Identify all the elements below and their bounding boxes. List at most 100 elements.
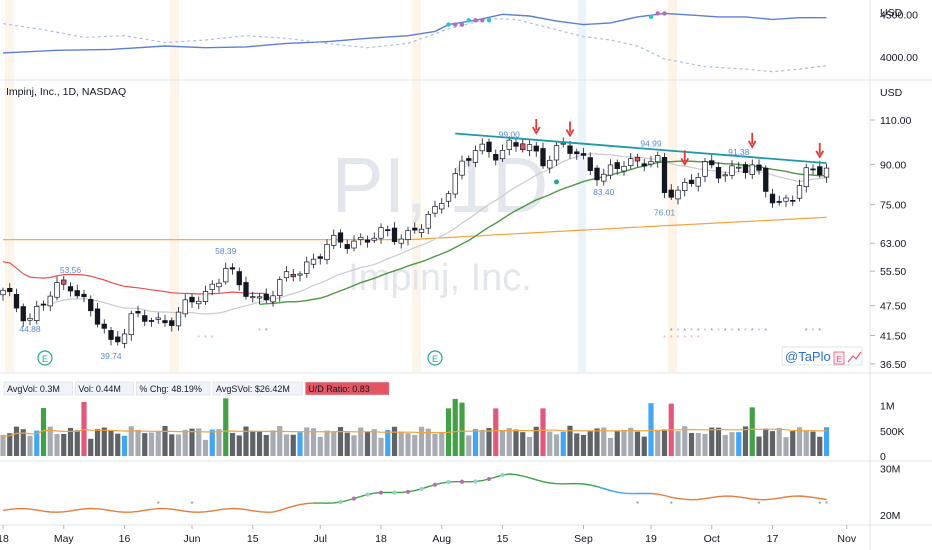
- volume-bar: [189, 428, 195, 456]
- candle-body: [499, 149, 506, 160]
- volume-bar: [756, 436, 762, 456]
- candle: [614, 159, 620, 175]
- signal-dot: *: [737, 328, 740, 335]
- earnings-marker-1[interactable]: E: [37, 350, 53, 366]
- candle: [398, 234, 404, 249]
- signal-dot: *: [710, 328, 713, 335]
- signal-dot: *: [758, 328, 761, 335]
- candle-body: [803, 167, 809, 187]
- volume-bar: [493, 408, 499, 456]
- candle-body: [817, 166, 823, 176]
- stat-text: % Chg: 48.19%: [139, 384, 202, 394]
- candle: [493, 149, 499, 166]
- candle-body: [297, 273, 303, 276]
- volume-bar: [283, 434, 290, 456]
- candle: [688, 174, 695, 187]
- candle-body: [121, 333, 128, 344]
- dollar-volume-star: *: [818, 500, 821, 509]
- candle: [634, 153, 641, 168]
- candle-body: [81, 293, 87, 298]
- index-dot: [486, 18, 492, 23]
- volume-bar: [263, 434, 269, 456]
- volume-bar: [270, 430, 276, 456]
- signal-dot: *: [204, 335, 207, 342]
- volume-bar: [472, 429, 479, 456]
- candle: [88, 295, 94, 317]
- volume-bar: [540, 408, 546, 456]
- signal-dot: *: [717, 328, 720, 335]
- price-annotation: 39.74: [100, 351, 122, 361]
- volume-bar: [580, 434, 587, 456]
- candle-body: [385, 229, 391, 232]
- volume-bars: [0, 398, 830, 456]
- index-dot: [466, 18, 471, 23]
- volume-bar: [810, 431, 816, 456]
- candle: [351, 235, 357, 252]
- volume-bar: [823, 427, 830, 456]
- watermark-symbol: PI, 1D: [332, 141, 549, 229]
- candle: [385, 225, 391, 237]
- candle-body: [337, 232, 344, 243]
- candle-body: [270, 295, 276, 303]
- volume-bar: [7, 433, 13, 456]
- candle-body: [27, 317, 33, 321]
- volume-bar: [769, 431, 776, 456]
- candle: [169, 317, 175, 332]
- candle: [250, 291, 256, 303]
- candle: [594, 165, 600, 186]
- candle: [412, 222, 418, 234]
- candle: [567, 140, 573, 159]
- price-tick-label: 36.50: [880, 359, 906, 371]
- svg-text:E: E: [432, 354, 438, 364]
- trendline: [455, 132, 827, 165]
- candle-body: [533, 145, 539, 152]
- x-tick-label: 18: [375, 533, 387, 545]
- candle: [445, 190, 452, 208]
- volume-bar: [256, 430, 263, 456]
- candle-body: [702, 161, 708, 177]
- candle-body: [142, 315, 148, 322]
- x-tick-label: Oct: [704, 533, 720, 545]
- stat-text: Vol: 0.44M: [78, 384, 121, 394]
- price-axis-ticks: 110.00 90.00 75.00 63.00 55.50 47.50 41.50 36.5…: [870, 115, 911, 371]
- candle: [209, 280, 215, 296]
- candle-body: [675, 189, 681, 200]
- stat-box: [136, 381, 211, 396]
- signal-dot: *: [812, 328, 815, 335]
- candle: [54, 276, 60, 301]
- candle: [540, 142, 546, 169]
- dollar-volume-dot: [500, 472, 505, 478]
- signal-dot: *: [818, 328, 821, 335]
- candle: [297, 271, 303, 282]
- volume-bar: [688, 432, 695, 456]
- price-tick-label: 41.50: [880, 330, 906, 342]
- candle: [223, 262, 229, 285]
- down-arrow: [815, 142, 825, 159]
- signal-dot: *: [731, 328, 734, 335]
- index-dot: [648, 14, 654, 20]
- x-axis: 18 May 16 Jun 15 Jul 18 Aug 15 Sep 19 Oct 17 Nov: [0, 525, 857, 545]
- stat-box: [304, 381, 390, 396]
- candle: [790, 195, 796, 206]
- volume-bar: [634, 431, 641, 456]
- down-arrow: [531, 119, 541, 135]
- signal-dot: *: [805, 328, 808, 335]
- volume-bar: [108, 430, 114, 456]
- candle-body: [283, 271, 290, 279]
- volume-bar: [209, 429, 215, 456]
- volume-bar: [310, 428, 317, 456]
- earnings-marker-2[interactable]: E: [427, 350, 443, 366]
- candle: [439, 198, 445, 214]
- candle-body: [425, 213, 431, 229]
- volume-bar: [121, 435, 128, 456]
- candle: [675, 185, 681, 205]
- candle: [796, 179, 803, 202]
- dollar-volume-star: *: [190, 500, 193, 509]
- dollar-volume-panel: * * * * * * *: [2, 472, 828, 513]
- candle: [216, 278, 222, 293]
- volume-bar: [661, 429, 668, 456]
- candle-body: [20, 306, 26, 322]
- candle-body: [189, 296, 195, 303]
